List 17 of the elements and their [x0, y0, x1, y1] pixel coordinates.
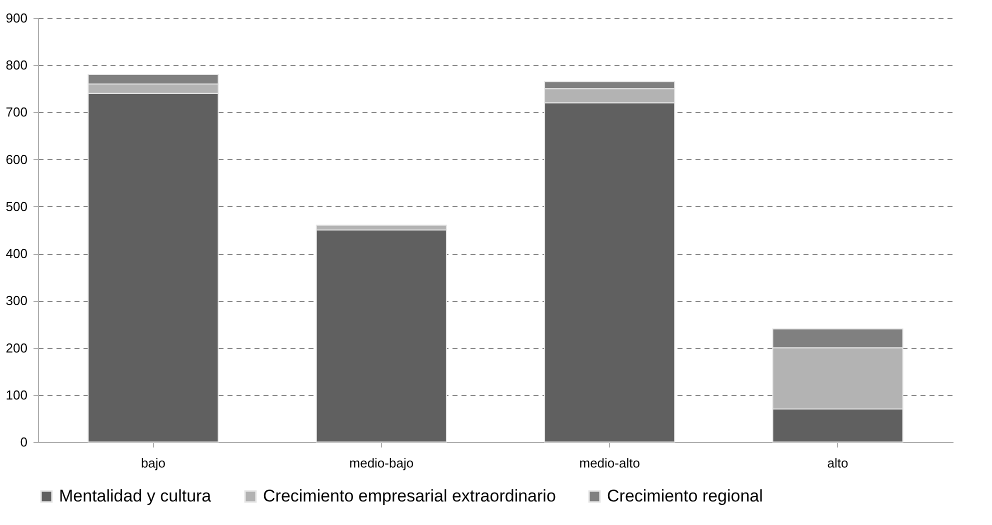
y-tick-label: 200	[6, 340, 28, 356]
y-tick-label: 500	[6, 198, 28, 214]
y-tick-label: 600	[6, 152, 28, 167]
y-tick-label: 300	[6, 293, 28, 308]
y-tick-label: 800	[6, 58, 28, 73]
x-tick-label: medio-bajo	[349, 456, 414, 470]
legend-label: Crecimiento empresarial extraordinario	[263, 486, 556, 506]
y-tick-label: 900	[6, 10, 28, 26]
legend-label: Mentalidad y cultura	[59, 486, 212, 506]
y-tick-label: 0	[20, 434, 28, 450]
x-tick-label: alto	[827, 456, 848, 470]
x-tick-label: bajo	[140, 456, 166, 470]
y-tick-label: 700	[6, 104, 28, 120]
y-tick-label: 100	[6, 387, 28, 402]
legend-label: Crecimiento regional	[607, 486, 763, 506]
x-tick-label: medio-alto	[579, 456, 640, 470]
y-tick-label: 400	[6, 246, 28, 262]
